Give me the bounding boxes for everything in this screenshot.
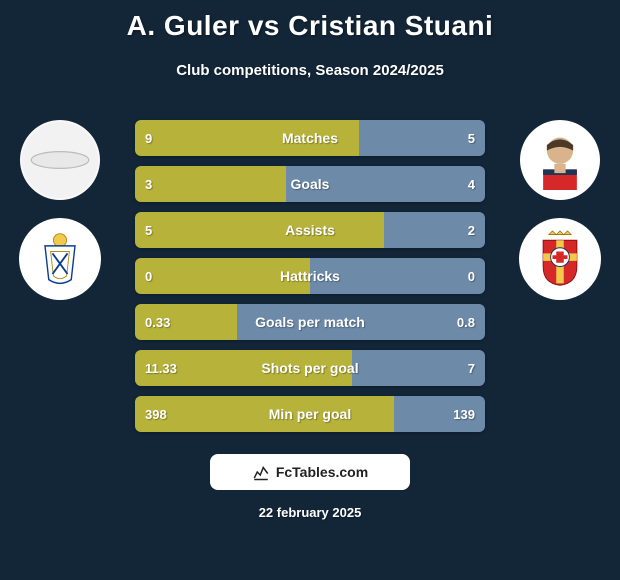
metric-bar-right xyxy=(237,304,486,340)
page-subtitle: Club competitions, Season 2024/2025 xyxy=(0,62,620,79)
metric-left-value: 398 xyxy=(145,396,167,432)
metric-bar-left xyxy=(135,120,359,156)
metric-bar-right xyxy=(310,258,485,294)
metric-left-value: 11.33 xyxy=(145,350,177,386)
metric-row: 52Assists xyxy=(135,212,485,248)
metric-right-value: 139 xyxy=(453,396,475,432)
metric-bar-left xyxy=(135,212,384,248)
metric-left-value: 0 xyxy=(145,258,152,294)
metric-row: 34Goals xyxy=(135,166,485,202)
left-player-avatar xyxy=(20,120,100,200)
metric-right-value: 0 xyxy=(468,258,475,294)
metric-right-value: 2 xyxy=(468,212,475,248)
metric-left-value: 5 xyxy=(145,212,152,248)
metric-row: 398139Min per goal xyxy=(135,396,485,432)
metric-row: 11.337Shots per goal xyxy=(135,350,485,386)
left-column xyxy=(10,120,110,300)
metric-right-value: 4 xyxy=(468,166,475,202)
metric-right-value: 0.8 xyxy=(457,304,475,340)
metric-bar-right xyxy=(352,350,485,386)
footer-brand-text: FcTables.com xyxy=(276,464,368,480)
metric-bar-left xyxy=(135,166,286,202)
metric-bar-right xyxy=(359,120,485,156)
metric-row: 95Matches xyxy=(135,120,485,156)
chart-icon xyxy=(252,463,270,481)
metric-left-value: 9 xyxy=(145,120,152,156)
metric-left-value: 0.33 xyxy=(145,304,170,340)
right-team-logo xyxy=(519,218,601,300)
metric-bar-left xyxy=(135,396,394,432)
metric-row: 00Hattricks xyxy=(135,258,485,294)
right-column xyxy=(510,120,610,300)
metric-row: 0.330.8Goals per match xyxy=(135,304,485,340)
metric-bars: 95Matches34Goals52Assists00Hattricks0.33… xyxy=(135,120,485,432)
page-title: A. Guler vs Cristian Stuani xyxy=(0,10,620,42)
metric-left-value: 3 xyxy=(145,166,152,202)
metric-right-value: 7 xyxy=(468,350,475,386)
comparison-card: A. Guler vs Cristian Stuani Club competi… xyxy=(0,0,620,580)
date-label: 22 february 2025 xyxy=(0,505,620,520)
footer-brand-badge: FcTables.com xyxy=(210,454,410,490)
left-team-logo xyxy=(19,218,101,300)
metric-bar-right xyxy=(286,166,486,202)
metric-bar-left xyxy=(135,258,310,294)
right-player-avatar xyxy=(520,120,600,200)
metric-right-value: 5 xyxy=(468,120,475,156)
